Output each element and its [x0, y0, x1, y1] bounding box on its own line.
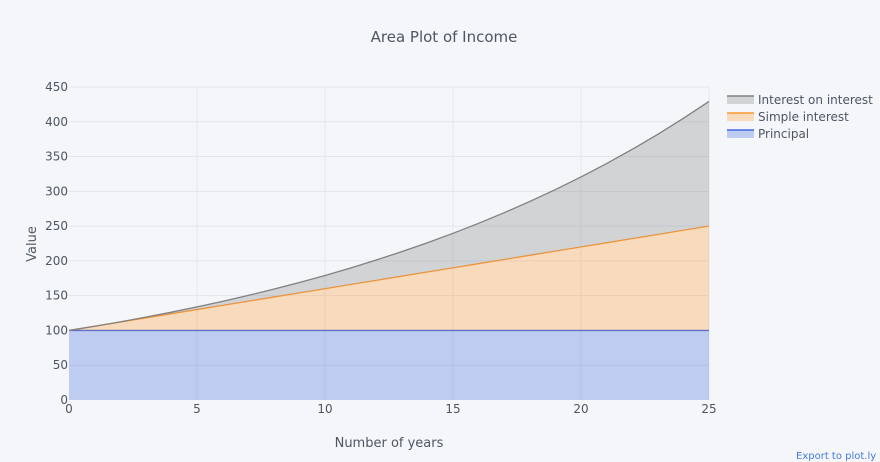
legend-label: Interest on interest [758, 93, 873, 107]
y-tick-label: 50 [53, 358, 68, 372]
legend-item-simple-interest[interactable]: Simple interest [727, 110, 849, 124]
y-tick-label: 350 [45, 150, 68, 164]
gridlines [69, 86, 710, 400]
legend: Interest on interest Simple interest Princ… [727, 93, 873, 141]
y-tick-label: 450 [45, 80, 68, 94]
legend-label: Principal [758, 127, 809, 141]
legend-swatch [727, 130, 754, 138]
area-series-layer [68, 100, 710, 400]
y-axis-title: Value [25, 226, 40, 262]
legend-item-interest-on-interest[interactable]: Interest on interest [727, 93, 873, 107]
x-tick-label: 0 [65, 402, 73, 416]
x-tick-label: 10 [317, 402, 332, 416]
area-fill-interest-on-interest [69, 101, 709, 331]
x-tick-label: 15 [445, 402, 460, 416]
y-tick-label: 200 [45, 254, 68, 268]
x-axis-title: Number of years [335, 436, 444, 451]
chart-title: Area Plot of Income [371, 28, 518, 46]
legend-label: Simple interest [758, 110, 849, 124]
y-tick-label: 250 [45, 219, 68, 233]
legend-item-principal[interactable]: Principal [727, 127, 809, 141]
series-line-simple-interest [68, 225, 710, 332]
y-tick-label: 150 [45, 289, 68, 303]
series-line-interest-on-interest [68, 100, 710, 332]
x-tick-label: 20 [573, 402, 588, 416]
legend-swatch [727, 96, 754, 104]
y-tick-label: 400 [45, 115, 68, 129]
export-link[interactable]: Export to plot.ly » [796, 451, 880, 462]
y-tick-label: 0 [60, 393, 68, 407]
y-tick-label: 100 [45, 323, 68, 337]
y-tick-label: 300 [45, 184, 68, 198]
legend-swatch [727, 113, 754, 121]
x-tick-label: 5 [193, 402, 201, 416]
x-tick-label: 25 [701, 402, 716, 416]
area-fill-principal [69, 330, 709, 400]
